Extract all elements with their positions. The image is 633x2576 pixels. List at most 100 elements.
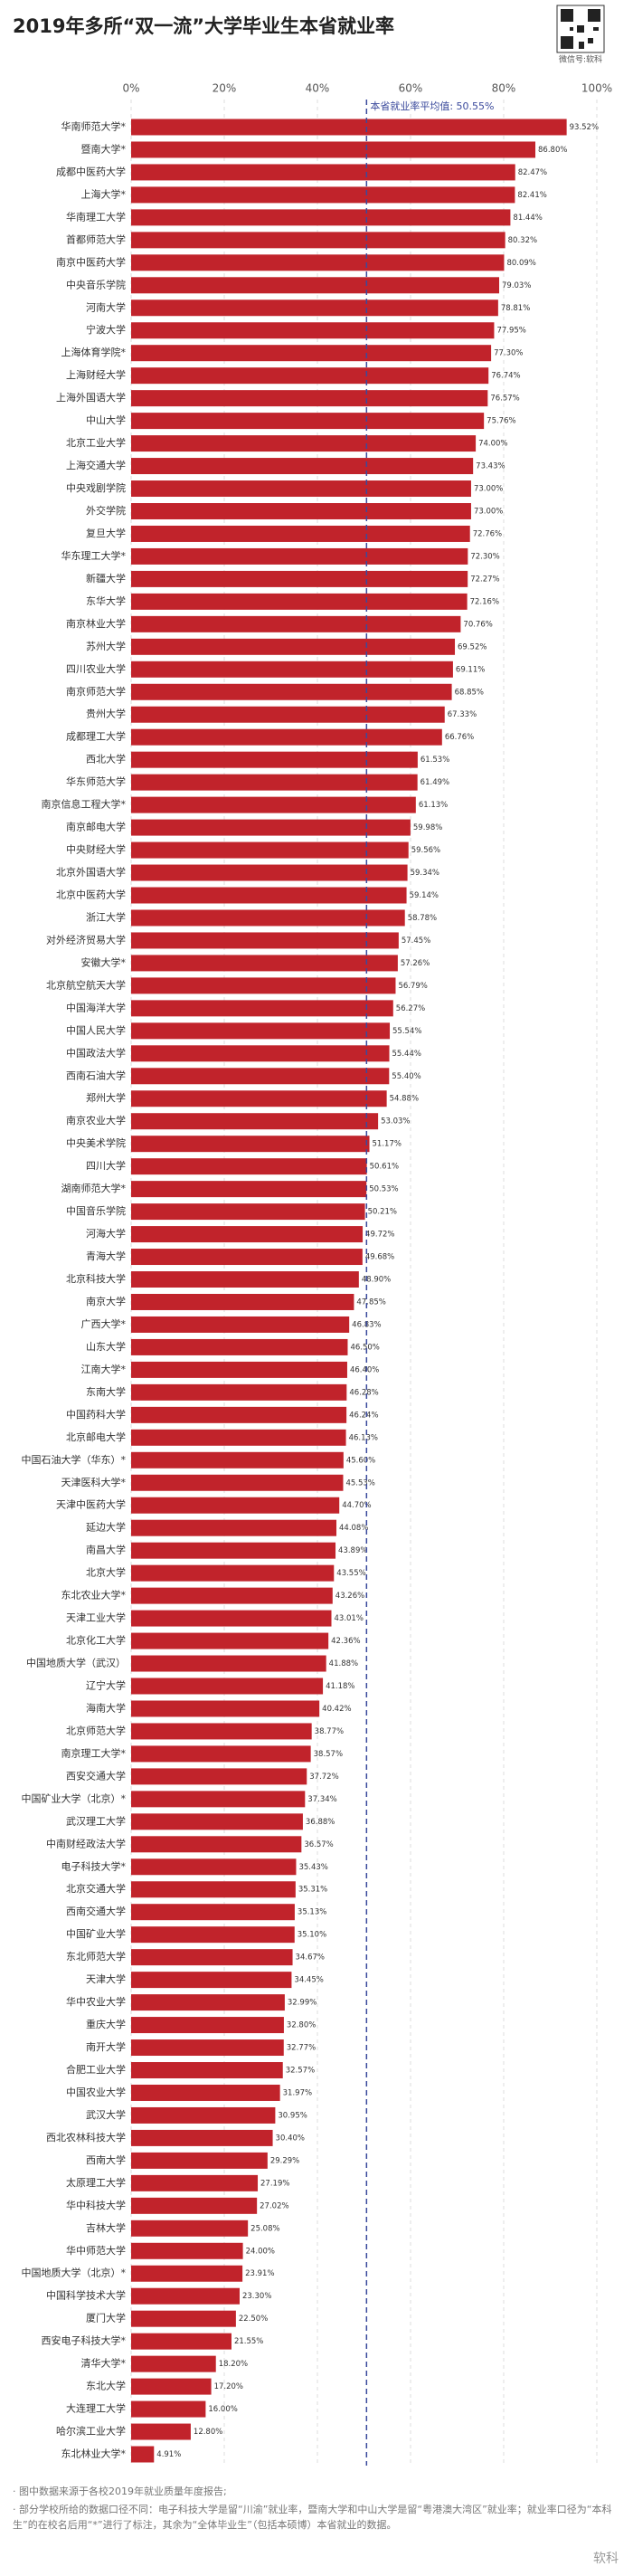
value-label: 43.89% <box>338 1546 367 1555</box>
value-label: 72.76% <box>473 529 502 538</box>
value-label: 53.03% <box>381 1117 410 1126</box>
bar <box>131 1858 297 1876</box>
bar <box>131 2310 236 2327</box>
value-label: 46.13% <box>349 1433 378 1442</box>
bar <box>131 2106 276 2124</box>
value-label: 82.41% <box>517 191 546 200</box>
bar <box>131 909 405 927</box>
category-label: 中国矿业大学 <box>66 1927 126 1940</box>
category-label: 华东师范大学 <box>66 775 126 788</box>
value-label: 75.76% <box>487 417 515 426</box>
bar <box>131 2355 216 2372</box>
value-label: 79.03% <box>502 281 531 290</box>
category-label: 北京中医药大学 <box>56 889 126 901</box>
bar <box>131 1700 320 1717</box>
category-label: 上海财经大学 <box>66 368 126 381</box>
bar <box>131 2242 243 2259</box>
bar <box>131 796 416 813</box>
category-label: 西北大学 <box>86 753 126 765</box>
category-label: 大连理工大学 <box>66 2402 126 2415</box>
x-tick-label: 100% <box>581 82 612 95</box>
value-label: 57.26% <box>401 959 430 968</box>
value-label: 30.40% <box>276 2134 305 2143</box>
category-label: 南京邮电大学 <box>66 821 126 833</box>
bar <box>131 413 485 430</box>
category-label: 东北农业大学* <box>61 1589 127 1602</box>
bar <box>131 2062 283 2078</box>
value-label: 55.54% <box>392 1027 421 1036</box>
bar <box>131 119 567 136</box>
category-label: 西安交通大学 <box>66 1769 126 1782</box>
category-label: 中国海洋大学 <box>66 1001 126 1013</box>
category-label: 四川大学 <box>86 1159 126 1172</box>
bar <box>131 638 456 655</box>
value-label: 37.72% <box>309 1773 338 1782</box>
category-label: 辽宁大学 <box>86 1678 126 1691</box>
value-label: 21.55% <box>234 2337 263 2346</box>
value-label: 56.27% <box>396 1004 425 1013</box>
bar <box>131 141 536 158</box>
value-label: 46.50% <box>350 1343 379 1352</box>
bar <box>131 1181 367 1198</box>
bar <box>131 2400 206 2418</box>
category-label: 中国石油大学（华东）* <box>22 1453 127 1466</box>
bar <box>131 367 489 385</box>
category-label: 南京理工大学* <box>61 1746 127 1759</box>
value-label: 45.60% <box>346 1456 375 1465</box>
bar <box>131 774 418 791</box>
category-label: 南京大学 <box>86 1295 126 1307</box>
category-label: 中国药科大学 <box>66 1408 126 1421</box>
bar <box>131 2287 240 2305</box>
bar <box>131 1045 390 1062</box>
bar <box>131 1904 295 1921</box>
value-label: 81.44% <box>513 214 542 223</box>
value-label: 43.55% <box>336 1569 365 1578</box>
category-label: 成都理工大学 <box>66 730 126 743</box>
category-label: 华东理工大学* <box>61 549 127 562</box>
value-label: 46.40% <box>350 1365 379 1374</box>
value-label: 44.70% <box>342 1501 371 1510</box>
category-label: 中国政法大学 <box>66 1046 126 1059</box>
category-label: 西南石油大学 <box>66 1069 126 1081</box>
bar <box>131 2333 231 2350</box>
value-label: 35.10% <box>298 1931 326 1940</box>
bar <box>131 864 408 881</box>
bar <box>131 1768 307 1785</box>
qr-code <box>556 5 605 53</box>
category-label: 中央戏剧学院 <box>66 481 126 494</box>
value-label: 34.45% <box>294 1976 323 1985</box>
bar <box>131 1949 293 1966</box>
category-label: 新疆大学 <box>86 572 126 585</box>
category-label: 河南大学 <box>86 300 126 313</box>
category-label: 湖南师范大学* <box>61 1182 127 1194</box>
bar <box>131 661 453 678</box>
category-label: 山东大学 <box>86 1340 126 1353</box>
bar <box>131 683 452 700</box>
bar <box>131 547 468 565</box>
bar <box>131 1136 370 1153</box>
value-label: 76.74% <box>491 372 520 381</box>
category-label: 华中师范大学 <box>66 2244 126 2257</box>
category-label: 暨南大学* <box>81 142 127 155</box>
value-label: 30.95% <box>278 2111 307 2120</box>
category-label: 浙江大学 <box>86 910 126 923</box>
category-label: 武汉理工大学 <box>66 1814 126 1827</box>
value-label: 48.90% <box>362 1276 391 1285</box>
bar <box>131 1338 348 1355</box>
value-label: 46.28% <box>349 1388 378 1397</box>
category-label: 厦门大学 <box>86 2312 126 2324</box>
bar <box>131 1723 312 1740</box>
value-label: 37.34% <box>307 1795 336 1804</box>
bar <box>131 186 515 204</box>
value-label: 86.80% <box>538 146 567 155</box>
category-label: 东北师范大学 <box>66 1950 126 1963</box>
category-label: 上海外国语大学 <box>56 391 126 404</box>
value-label: 42.36% <box>331 1637 360 1646</box>
category-label: 外交学院 <box>86 504 126 517</box>
value-label: 69.52% <box>458 642 487 651</box>
bar <box>131 1632 329 1649</box>
category-label: 南京农业大学 <box>66 1114 126 1126</box>
value-label: 51.17% <box>373 1140 402 1149</box>
category-label: 电子科技大学* <box>61 1859 127 1872</box>
category-label: 上海大学* <box>81 187 127 200</box>
